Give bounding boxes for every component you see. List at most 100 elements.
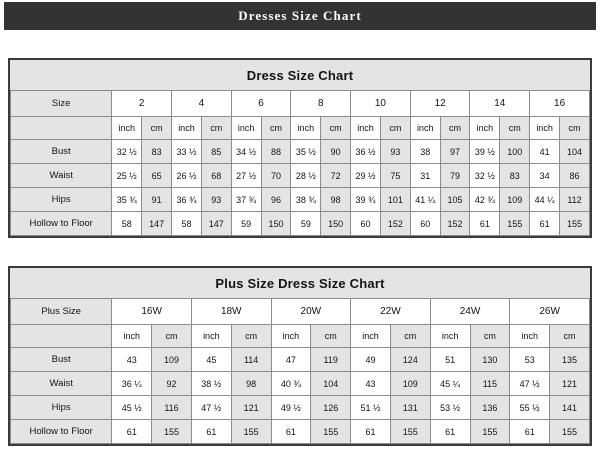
- table-caption: Dress Size Chart: [10, 60, 590, 91]
- measurement-value: 101: [379, 187, 411, 212]
- measurement-value: 61: [429, 419, 471, 444]
- measurement-value: 45: [190, 347, 232, 372]
- measurement-row: Hollow to Floor 58 147 58 147 59 150 59 150 60 152…: [9, 211, 590, 236]
- measurement-value: 27 ½: [230, 163, 262, 188]
- unit-cell-inch: inch: [230, 116, 262, 140]
- measurement-value: 51: [429, 347, 471, 372]
- size-header-cell: 16W: [111, 298, 192, 325]
- measurement-label: Bust: [9, 139, 113, 164]
- measurement-value: 47 ½: [190, 395, 232, 420]
- measurement-label: Hollow to Floor: [9, 419, 113, 444]
- measurement-value: 119: [310, 347, 352, 372]
- measurement-value: 104: [559, 139, 590, 164]
- unit-cell-inch: inch: [409, 116, 441, 140]
- measurement-value: 114: [230, 347, 272, 372]
- measurement-value: 130: [469, 347, 511, 372]
- measurement-value: 25 ½: [111, 163, 143, 188]
- unit-header-row: inch cm inch cm inch cm inch cm inch cm inch cm: [9, 324, 590, 348]
- measurement-value: 42 ¾: [469, 187, 501, 212]
- plus-size-chart-frame: Plus Size Dress Size Chart Plus Size 16W 18…: [8, 266, 592, 446]
- size-header-cell: 6: [230, 90, 292, 117]
- measurement-label: Waist: [9, 163, 113, 188]
- measurement-value: 155: [499, 211, 531, 236]
- measurement-value: 28 ½: [290, 163, 322, 188]
- measurement-value: 45 ½: [111, 395, 153, 420]
- unit-cell-cm: cm: [320, 116, 352, 140]
- measurement-value: 65: [141, 163, 173, 188]
- size-label-cell: Plus Size: [9, 298, 113, 325]
- measurement-value: 58: [171, 211, 202, 236]
- measurement-value: 49: [350, 347, 391, 372]
- size-header-row: Plus Size 16W 18W 20W 22W 24W 26W: [9, 298, 590, 325]
- measurement-value: 60: [350, 211, 381, 236]
- measurement-value: 61: [350, 419, 391, 444]
- measurement-value: 34 ½: [230, 139, 262, 164]
- measurement-value: 53: [509, 347, 551, 372]
- measurement-value: 98: [320, 187, 352, 212]
- measurement-row: Bust 43 109 45 114 47 119 49 124 51 130 53 135: [9, 347, 590, 372]
- measurement-value: 109: [151, 347, 192, 372]
- measurement-value: 44 ¼: [529, 187, 560, 212]
- unit-row-spacer: [9, 324, 113, 348]
- unit-cell-inch: inch: [429, 324, 471, 348]
- measurement-value: 83: [499, 163, 531, 188]
- measurement-value: 91: [141, 187, 173, 212]
- measurement-value: 104: [310, 371, 352, 396]
- measurement-value: 43: [111, 347, 153, 372]
- measurement-value: 90: [320, 139, 352, 164]
- unit-cell-cm: cm: [200, 116, 232, 140]
- unit-header-row: inch cm inch cm inch cm inch cm inch cm inch cm inch…: [9, 116, 590, 140]
- measurement-value: 155: [230, 419, 272, 444]
- size-header-cell: 18W: [190, 298, 272, 325]
- measurement-value: 155: [310, 419, 352, 444]
- measurement-value: 75: [379, 163, 411, 188]
- measurement-row: Waist 25 ½ 65 26 ½ 68 27 ½ 70 28 ½ 72 29 ½ 75 31 79 3…: [9, 163, 590, 188]
- unit-cell-cm: cm: [230, 324, 272, 348]
- measurement-value: 36 ¾: [171, 187, 202, 212]
- measurement-value: 40 ¾: [270, 371, 312, 396]
- page-title: Dresses Size Chart: [238, 8, 362, 23]
- measurement-value: 109: [389, 371, 431, 396]
- size-header-cell: 8: [290, 90, 352, 117]
- measurement-value: 135: [549, 347, 590, 372]
- measurement-value: 59: [230, 211, 262, 236]
- unit-cell-cm: cm: [549, 324, 590, 348]
- standard-size-chart-frame: Dress Size Chart Size 2 4 6 8 10 12 14 16 inch cm in…: [8, 58, 592, 238]
- measurement-value: 47 ½: [509, 371, 551, 396]
- measurement-value: 61: [111, 419, 153, 444]
- measurement-value: 98: [230, 371, 272, 396]
- measurement-value: 70: [260, 163, 292, 188]
- unit-cell-cm: cm: [310, 324, 352, 348]
- measurement-value: 124: [389, 347, 431, 372]
- size-header-cell: 4: [171, 90, 232, 117]
- measurement-value: 97: [439, 139, 471, 164]
- measurement-value: 60: [409, 211, 441, 236]
- measurement-value: 92: [151, 371, 192, 396]
- measurement-value: 36 ¼: [111, 371, 153, 396]
- measurement-value: 26 ½: [171, 163, 202, 188]
- unit-cell-inch: inch: [111, 324, 153, 348]
- measurement-value: 47: [270, 347, 312, 372]
- measurement-value: 93: [200, 187, 232, 212]
- measurement-value: 59: [290, 211, 322, 236]
- measurement-value: 155: [469, 419, 511, 444]
- unit-cell-cm: cm: [469, 324, 511, 348]
- measurement-value: 150: [320, 211, 352, 236]
- measurement-value: 61: [270, 419, 312, 444]
- measurement-value: 58: [111, 211, 143, 236]
- table-caption: Plus Size Dress Size Chart: [10, 268, 590, 299]
- measurement-value: 38 ¾: [290, 187, 322, 212]
- measurement-value: 38: [409, 139, 441, 164]
- measurement-value: 112: [559, 187, 590, 212]
- measurement-value: 150: [260, 211, 292, 236]
- size-header-cell: 12: [409, 90, 471, 117]
- measurement-value: 39 ¾: [350, 187, 381, 212]
- measurement-value: 68: [200, 163, 232, 188]
- measurement-value: 131: [389, 395, 431, 420]
- measurement-value: 109: [499, 187, 531, 212]
- size-header-cell: 26W: [509, 298, 590, 325]
- measurement-label: Bust: [9, 347, 113, 372]
- measurement-label: Hollow to Floor: [9, 211, 113, 236]
- size-header-cell: 14: [469, 90, 531, 117]
- measurement-value: 39 ½: [469, 139, 501, 164]
